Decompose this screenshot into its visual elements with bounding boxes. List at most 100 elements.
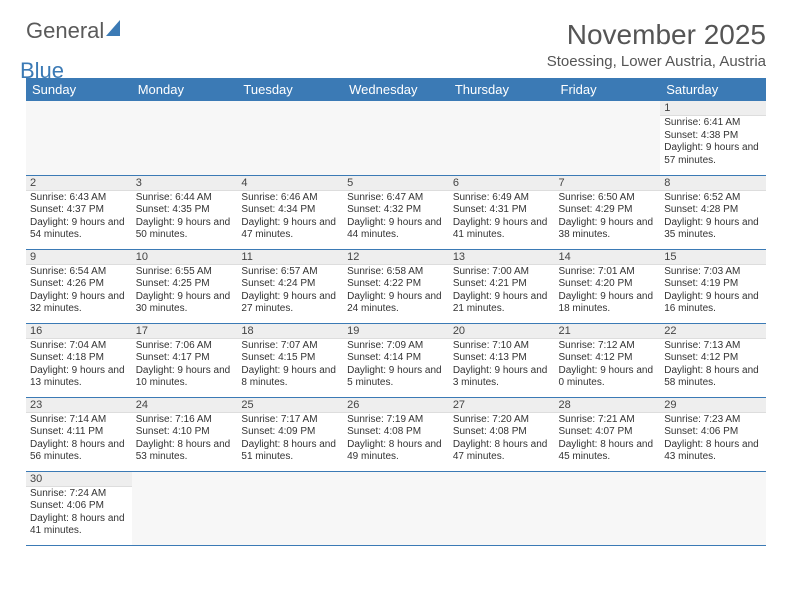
daylight-text: Daylight: 9 hours and 3 minutes. (453, 365, 551, 390)
sunset-text: Sunset: 4:15 PM (241, 352, 339, 365)
calendar-cell (555, 101, 661, 175)
sunrise-text: Sunrise: 7:07 AM (241, 340, 339, 353)
daylight-text: Daylight: 9 hours and 0 minutes. (559, 365, 657, 390)
sunset-text: Sunset: 4:13 PM (453, 352, 551, 365)
calendar-cell: 28Sunrise: 7:21 AMSunset: 4:07 PMDayligh… (555, 397, 661, 471)
title-block: November 2025 Stoessing, Lower Austria, … (547, 19, 766, 70)
day-number: 25 (237, 398, 343, 413)
calendar-cell: 26Sunrise: 7:19 AMSunset: 4:08 PMDayligh… (343, 397, 449, 471)
calendar-week-row: 9Sunrise: 6:54 AMSunset: 4:26 PMDaylight… (26, 249, 766, 323)
calendar-cell: 21Sunrise: 7:12 AMSunset: 4:12 PMDayligh… (555, 323, 661, 397)
day-body: Sunrise: 7:21 AMSunset: 4:07 PMDaylight:… (555, 413, 661, 466)
day-number: 17 (132, 324, 238, 339)
logo-text-general: General (26, 18, 104, 43)
day-body: Sunrise: 6:43 AMSunset: 4:37 PMDaylight:… (26, 191, 132, 244)
calendar-cell: 6Sunrise: 6:49 AMSunset: 4:31 PMDaylight… (449, 175, 555, 249)
day-number: 4 (237, 176, 343, 191)
sunset-text: Sunset: 4:25 PM (136, 278, 234, 291)
calendar-cell: 7Sunrise: 6:50 AMSunset: 4:29 PMDaylight… (555, 175, 661, 249)
day-number: 12 (343, 250, 449, 265)
sunset-text: Sunset: 4:10 PM (136, 426, 234, 439)
sunset-text: Sunset: 4:21 PM (453, 278, 551, 291)
calendar-cell: 11Sunrise: 6:57 AMSunset: 4:24 PMDayligh… (237, 249, 343, 323)
day-body: Sunrise: 7:23 AMSunset: 4:06 PMDaylight:… (660, 413, 766, 466)
sunrise-text: Sunrise: 6:49 AM (453, 192, 551, 205)
sunset-text: Sunset: 4:34 PM (241, 204, 339, 217)
day-number: 28 (555, 398, 661, 413)
day-number: 29 (660, 398, 766, 413)
calendar-cell: 17Sunrise: 7:06 AMSunset: 4:17 PMDayligh… (132, 323, 238, 397)
day-body: Sunrise: 7:10 AMSunset: 4:13 PMDaylight:… (449, 339, 555, 392)
sunrise-text: Sunrise: 6:58 AM (347, 266, 445, 279)
day-number: 8 (660, 176, 766, 191)
calendar-cell (660, 471, 766, 545)
day-body: Sunrise: 7:20 AMSunset: 4:08 PMDaylight:… (449, 413, 555, 466)
day-body: Sunrise: 6:46 AMSunset: 4:34 PMDaylight:… (237, 191, 343, 244)
day-number: 13 (449, 250, 555, 265)
day-number: 30 (26, 472, 132, 487)
daylight-text: Daylight: 9 hours and 8 minutes. (241, 365, 339, 390)
calendar-cell: 14Sunrise: 7:01 AMSunset: 4:20 PMDayligh… (555, 249, 661, 323)
daylight-text: Daylight: 9 hours and 57 minutes. (664, 142, 762, 167)
logo: General Blue (26, 18, 120, 70)
day-body: Sunrise: 7:00 AMSunset: 4:21 PMDaylight:… (449, 265, 555, 318)
sunrise-text: Sunrise: 7:23 AM (664, 414, 762, 427)
sunrise-text: Sunrise: 7:19 AM (347, 414, 445, 427)
sunset-text: Sunset: 4:08 PM (453, 426, 551, 439)
daylight-text: Daylight: 8 hours and 56 minutes. (30, 439, 128, 464)
day-body: Sunrise: 7:12 AMSunset: 4:12 PMDaylight:… (555, 339, 661, 392)
day-body: Sunrise: 7:14 AMSunset: 4:11 PMDaylight:… (26, 413, 132, 466)
calendar-cell: 29Sunrise: 7:23 AMSunset: 4:06 PMDayligh… (660, 397, 766, 471)
sunrise-text: Sunrise: 7:04 AM (30, 340, 128, 353)
calendar-cell: 9Sunrise: 6:54 AMSunset: 4:26 PMDaylight… (26, 249, 132, 323)
day-body: Sunrise: 7:09 AMSunset: 4:14 PMDaylight:… (343, 339, 449, 392)
sunset-text: Sunset: 4:26 PM (30, 278, 128, 291)
calendar-cell (132, 101, 238, 175)
day-body: Sunrise: 7:03 AMSunset: 4:19 PMDaylight:… (660, 265, 766, 318)
daylight-text: Daylight: 9 hours and 47 minutes. (241, 217, 339, 242)
calendar-week-row: 2Sunrise: 6:43 AMSunset: 4:37 PMDaylight… (26, 175, 766, 249)
daylight-text: Daylight: 9 hours and 54 minutes. (30, 217, 128, 242)
sunset-text: Sunset: 4:18 PM (30, 352, 128, 365)
calendar-cell: 3Sunrise: 6:44 AMSunset: 4:35 PMDaylight… (132, 175, 238, 249)
day-body: Sunrise: 6:47 AMSunset: 4:32 PMDaylight:… (343, 191, 449, 244)
day-number: 7 (555, 176, 661, 191)
day-number: 27 (449, 398, 555, 413)
daylight-text: Daylight: 8 hours and 53 minutes. (136, 439, 234, 464)
sunrise-text: Sunrise: 7:14 AM (30, 414, 128, 427)
daylight-text: Daylight: 8 hours and 41 minutes. (30, 513, 128, 538)
day-header: Thursday (449, 78, 555, 101)
daylight-text: Daylight: 9 hours and 35 minutes. (664, 217, 762, 242)
logo-sail-icon (106, 20, 120, 36)
day-header: Monday (132, 78, 238, 101)
sunrise-text: Sunrise: 7:01 AM (559, 266, 657, 279)
calendar-week-row: 16Sunrise: 7:04 AMSunset: 4:18 PMDayligh… (26, 323, 766, 397)
calendar-cell (343, 471, 449, 545)
daylight-text: Daylight: 9 hours and 32 minutes. (30, 291, 128, 316)
sunrise-text: Sunrise: 7:10 AM (453, 340, 551, 353)
day-header: Saturday (660, 78, 766, 101)
calendar-cell: 18Sunrise: 7:07 AMSunset: 4:15 PMDayligh… (237, 323, 343, 397)
daylight-text: Daylight: 9 hours and 5 minutes. (347, 365, 445, 390)
sunset-text: Sunset: 4:20 PM (559, 278, 657, 291)
sunset-text: Sunset: 4:17 PM (136, 352, 234, 365)
sunset-text: Sunset: 4:35 PM (136, 204, 234, 217)
day-body: Sunrise: 7:16 AMSunset: 4:10 PMDaylight:… (132, 413, 238, 466)
sunrise-text: Sunrise: 6:41 AM (664, 117, 762, 130)
calendar-header-row: SundayMondayTuesdayWednesdayThursdayFrid… (26, 78, 766, 101)
day-number: 6 (449, 176, 555, 191)
sunset-text: Sunset: 4:08 PM (347, 426, 445, 439)
day-number: 1 (660, 101, 766, 116)
sunrise-text: Sunrise: 7:17 AM (241, 414, 339, 427)
calendar-cell: 23Sunrise: 7:14 AMSunset: 4:11 PMDayligh… (26, 397, 132, 471)
calendar-cell: 12Sunrise: 6:58 AMSunset: 4:22 PMDayligh… (343, 249, 449, 323)
calendar-cell: 27Sunrise: 7:20 AMSunset: 4:08 PMDayligh… (449, 397, 555, 471)
sunrise-text: Sunrise: 6:47 AM (347, 192, 445, 205)
sunrise-text: Sunrise: 7:09 AM (347, 340, 445, 353)
calendar-cell (555, 471, 661, 545)
sunrise-text: Sunrise: 7:12 AM (559, 340, 657, 353)
calendar-cell (449, 101, 555, 175)
day-number: 21 (555, 324, 661, 339)
day-number: 22 (660, 324, 766, 339)
calendar-cell (449, 471, 555, 545)
